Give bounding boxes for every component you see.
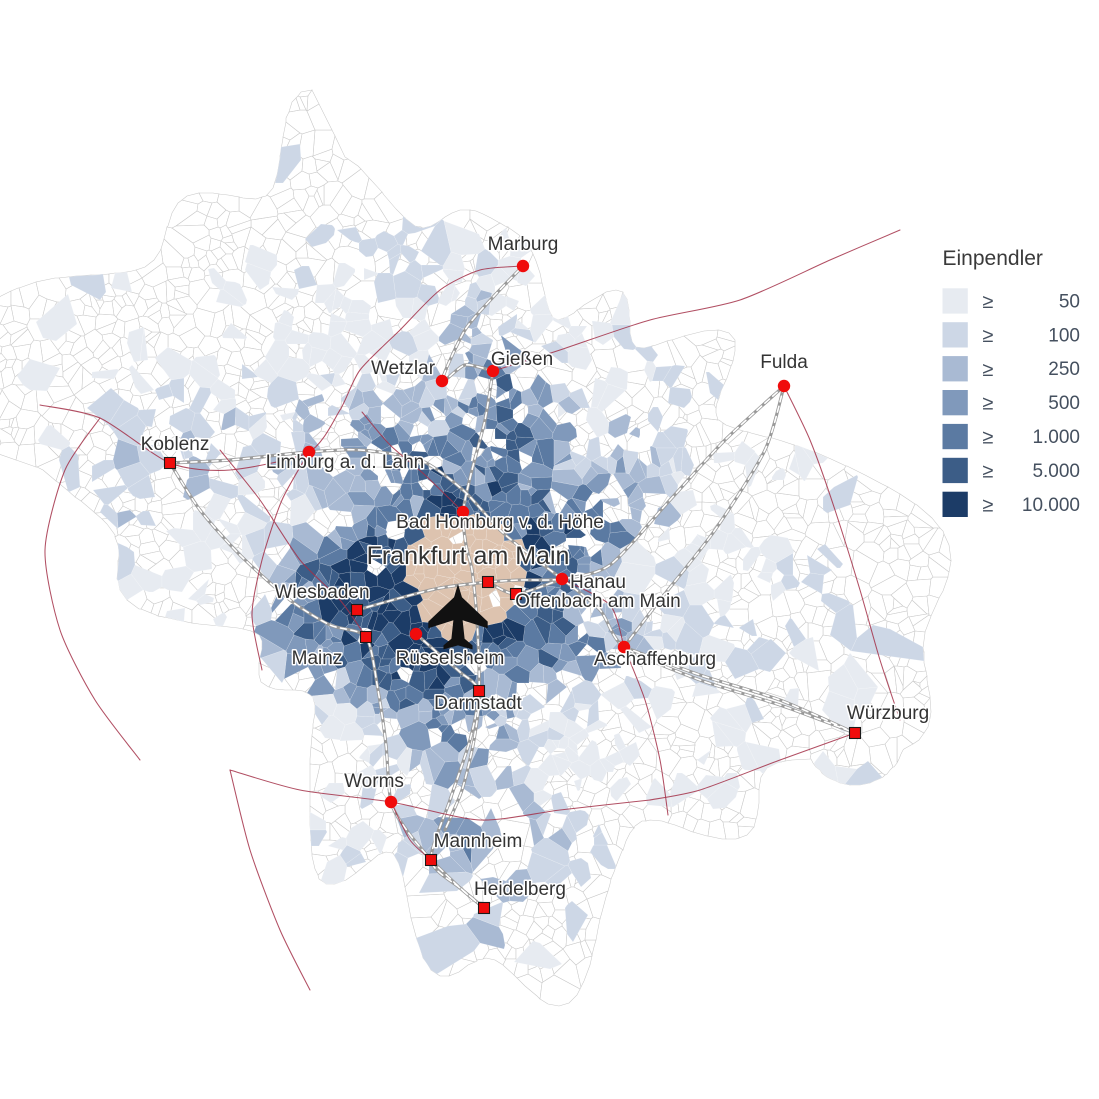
svg-text:Fulda: Fulda [760,352,808,373]
svg-text:100: 100 [1048,325,1080,346]
svg-text:Frankfurt am Main: Frankfurt am Main [367,542,570,570]
svg-text:Mainz: Mainz [292,648,343,669]
svg-text:Wetzlar: Wetzlar [371,358,436,379]
svg-text:Würzburg: Würzburg [847,703,929,724]
svg-text:Einpendler: Einpendler [943,247,1043,270]
svg-text:Worms: Worms [344,771,404,792]
svg-text:10.000: 10.000 [1022,495,1080,516]
svg-text:Bad Homburg v. d. Höhe: Bad Homburg v. d. Höhe [396,512,604,533]
svg-text:Darmstadt: Darmstadt [434,693,522,714]
svg-text:≥: ≥ [983,393,994,415]
svg-text:Offenbach am Main: Offenbach am Main [515,591,680,612]
svg-text:Wiesbaden: Wiesbaden [274,582,369,603]
svg-text:≥: ≥ [983,359,994,381]
svg-text:Hanau: Hanau [570,572,626,593]
svg-text:5.000: 5.000 [1032,461,1080,482]
svg-text:Limburg a. d. Lahn: Limburg a. d. Lahn [266,452,424,473]
svg-text:≥: ≥ [983,291,994,313]
svg-text:Rüsselsheim: Rüsselsheim [396,648,505,669]
svg-text:Gießen: Gießen [491,349,553,370]
svg-text:Koblenz: Koblenz [141,434,210,455]
svg-text:500: 500 [1048,393,1080,414]
svg-text:50: 50 [1059,291,1080,312]
svg-text:Heidelberg: Heidelberg [474,879,566,900]
svg-text:≥: ≥ [983,325,994,347]
svg-text:≥: ≥ [983,460,994,482]
svg-text:Marburg: Marburg [488,234,559,255]
svg-text:250: 250 [1048,359,1080,380]
svg-text:1.000: 1.000 [1032,427,1080,448]
svg-text:Mannheim: Mannheim [434,831,523,852]
svg-text:≥: ≥ [983,427,994,449]
svg-text:Aschaffenburg: Aschaffenburg [594,649,716,670]
svg-text:≥: ≥ [983,494,994,516]
